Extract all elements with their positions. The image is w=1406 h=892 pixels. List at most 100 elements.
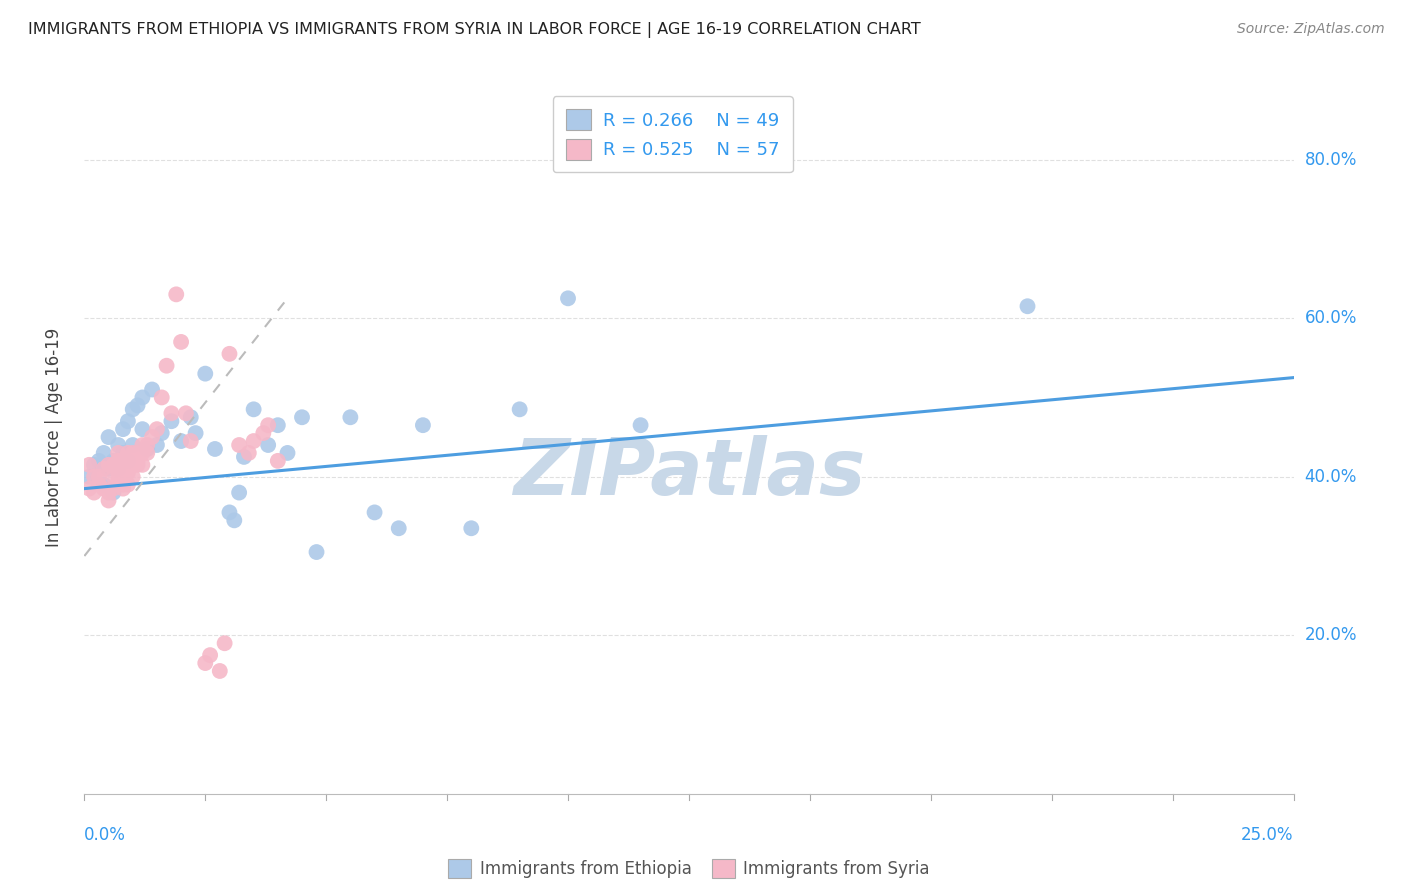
Point xyxy=(87,469,110,483)
Point xyxy=(131,458,153,472)
Text: 40.0%: 40.0% xyxy=(1305,467,1357,486)
Point xyxy=(363,505,385,519)
Point xyxy=(107,446,129,460)
Point xyxy=(180,410,202,425)
Point xyxy=(242,402,264,417)
Point xyxy=(93,446,115,460)
Text: 0.0%: 0.0% xyxy=(84,826,127,844)
Point xyxy=(77,482,100,496)
Point xyxy=(117,454,139,468)
Point xyxy=(218,347,240,361)
Point xyxy=(112,482,135,496)
Point xyxy=(97,462,120,476)
Point xyxy=(170,334,193,349)
Point xyxy=(121,454,143,468)
Point xyxy=(252,426,274,441)
Point xyxy=(160,406,183,420)
Point xyxy=(121,438,143,452)
Point xyxy=(112,462,135,476)
Point xyxy=(112,446,135,460)
Point xyxy=(198,648,221,662)
Point xyxy=(103,485,125,500)
Point xyxy=(136,438,159,452)
Text: 80.0%: 80.0% xyxy=(1305,151,1357,169)
Point xyxy=(242,434,264,448)
Point xyxy=(460,521,482,535)
Point xyxy=(267,454,290,468)
Point xyxy=(257,418,280,433)
Text: 20.0%: 20.0% xyxy=(1305,626,1357,644)
Point xyxy=(131,446,153,460)
Point xyxy=(127,398,149,412)
Point xyxy=(97,485,120,500)
Point xyxy=(103,454,125,468)
Point xyxy=(509,402,531,417)
Point xyxy=(131,422,153,436)
Point xyxy=(194,656,217,670)
Point xyxy=(224,513,246,527)
Point xyxy=(170,434,193,448)
Point xyxy=(174,406,197,420)
Point xyxy=(77,458,100,472)
Point xyxy=(103,482,125,496)
Text: 25.0%: 25.0% xyxy=(1241,826,1294,844)
Point xyxy=(291,410,314,425)
Point xyxy=(117,454,139,468)
Point xyxy=(276,446,298,460)
Y-axis label: In Labor Force | Age 16-19: In Labor Force | Age 16-19 xyxy=(45,327,63,547)
Point xyxy=(141,430,163,444)
Point xyxy=(87,477,110,491)
Point xyxy=(93,482,115,496)
Text: Source: ZipAtlas.com: Source: ZipAtlas.com xyxy=(1237,22,1385,37)
Point xyxy=(97,458,120,472)
Point xyxy=(136,446,159,460)
Point xyxy=(112,477,135,491)
Point xyxy=(131,391,153,405)
Point xyxy=(107,462,129,476)
Text: IMMIGRANTS FROM ETHIOPIA VS IMMIGRANTS FROM SYRIA IN LABOR FORCE | AGE 16-19 COR: IMMIGRANTS FROM ETHIOPIA VS IMMIGRANTS F… xyxy=(28,22,921,38)
Point xyxy=(233,450,256,464)
Point xyxy=(107,454,129,468)
Point xyxy=(83,469,105,483)
Point xyxy=(412,418,434,433)
Point xyxy=(141,383,163,397)
Point xyxy=(228,438,250,452)
Point xyxy=(204,442,226,456)
Point xyxy=(127,458,149,472)
Point xyxy=(131,438,153,452)
Point xyxy=(103,469,125,483)
Point xyxy=(228,485,250,500)
Point xyxy=(117,446,139,460)
Text: ZIPatlas: ZIPatlas xyxy=(513,434,865,511)
Point xyxy=(388,521,411,535)
Point xyxy=(557,291,579,305)
Point xyxy=(630,418,652,433)
Point xyxy=(238,446,260,460)
Point xyxy=(257,438,280,452)
Point xyxy=(160,414,183,428)
Point xyxy=(208,664,231,678)
Point xyxy=(127,446,149,460)
Point xyxy=(305,545,328,559)
Point xyxy=(93,477,115,491)
Legend: Immigrants from Ethiopia, Immigrants from Syria: Immigrants from Ethiopia, Immigrants fro… xyxy=(441,852,936,885)
Point xyxy=(112,422,135,436)
Point xyxy=(136,442,159,456)
Point xyxy=(127,454,149,468)
Point xyxy=(83,485,105,500)
Point xyxy=(194,367,217,381)
Point xyxy=(121,402,143,417)
Point xyxy=(103,458,125,472)
Point xyxy=(180,434,202,448)
Point xyxy=(107,438,129,452)
Point xyxy=(150,391,173,405)
Point xyxy=(83,458,105,472)
Point xyxy=(1017,299,1039,313)
Point xyxy=(146,422,169,436)
Point xyxy=(214,636,236,650)
Point xyxy=(107,466,129,480)
Text: 60.0%: 60.0% xyxy=(1305,310,1357,327)
Point xyxy=(121,469,143,483)
Point xyxy=(117,477,139,491)
Point xyxy=(121,458,143,472)
